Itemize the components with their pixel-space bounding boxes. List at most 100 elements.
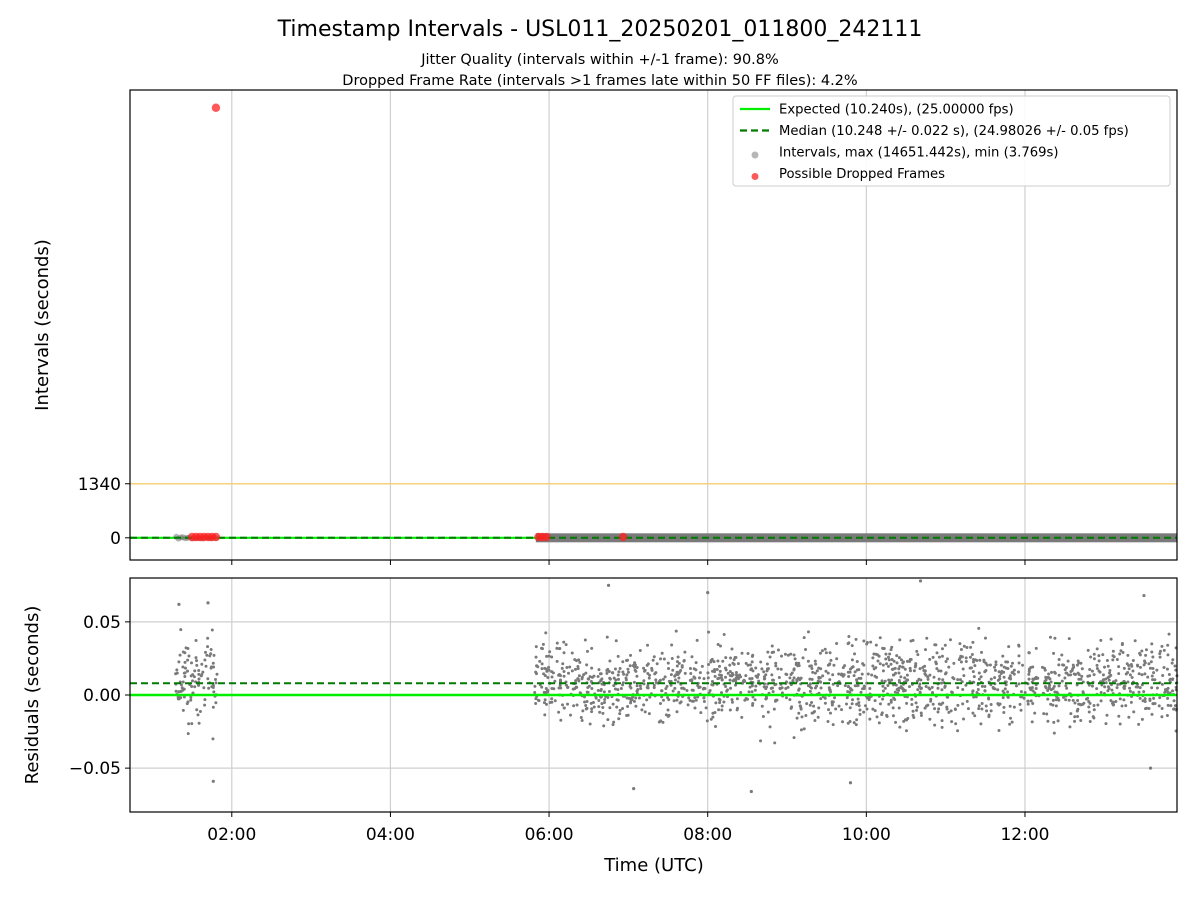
residual-point <box>883 686 887 690</box>
residual-point <box>599 679 603 683</box>
residual-point <box>1057 684 1061 688</box>
residual-point <box>746 663 750 667</box>
residual-point <box>824 651 828 655</box>
residual-point <box>1173 704 1177 708</box>
legend-label: Median (10.248 +/- 0.022 s), (24.98026 +… <box>779 124 1129 139</box>
residual-point <box>211 705 215 709</box>
residual-point <box>926 677 930 681</box>
residual-point <box>557 647 561 651</box>
residual-point <box>851 665 855 669</box>
residual-point <box>1044 678 1048 682</box>
residual-point <box>734 671 738 675</box>
residual-point <box>768 725 772 729</box>
residual-point <box>897 667 901 671</box>
residual-point <box>939 703 943 707</box>
residual-point <box>1101 673 1105 677</box>
residual-point <box>548 650 552 654</box>
residual-point <box>1045 712 1049 716</box>
residual-point <box>1103 685 1107 689</box>
residual-point <box>1160 715 1164 719</box>
residual-point <box>646 686 650 690</box>
residual-point <box>903 676 907 680</box>
residual-point <box>203 703 207 707</box>
residual-point <box>749 789 753 794</box>
residual-point <box>813 659 817 663</box>
residual-point <box>1006 690 1010 694</box>
residual-point <box>754 684 758 688</box>
residual-point <box>183 651 187 655</box>
residual-point <box>713 710 717 714</box>
residual-point <box>797 711 801 715</box>
residual-point <box>1001 654 1005 658</box>
residual-point <box>574 679 578 683</box>
residual-point <box>881 689 885 693</box>
residual-point <box>675 698 679 702</box>
intervals-gridlines <box>130 90 1177 560</box>
residual-point <box>690 655 694 659</box>
residual-point <box>565 665 569 669</box>
residual-point <box>968 655 972 659</box>
residual-point <box>897 671 901 675</box>
residual-point <box>878 702 882 706</box>
residual-point <box>1167 672 1171 676</box>
residual-point <box>1092 708 1096 712</box>
residual-point <box>717 676 721 680</box>
residual-point <box>543 666 547 670</box>
residual-point <box>540 685 544 689</box>
residual-point <box>1131 691 1135 695</box>
residual-point <box>194 656 198 660</box>
intervals-panel: 0 1340 Intervals (seconds) Expected (10.2… <box>32 89 1178 565</box>
residual-point <box>1137 672 1141 676</box>
intervals-y-label: Intervals (seconds) <box>32 239 53 411</box>
residual-point <box>694 698 698 702</box>
residual-point <box>1017 654 1021 658</box>
residual-point <box>777 676 781 680</box>
residual-point <box>1053 670 1057 674</box>
residual-point <box>707 662 711 666</box>
residual-point <box>543 698 547 702</box>
residual-point <box>739 691 743 695</box>
residual-point <box>987 696 991 700</box>
xtick-label: 06:00 <box>525 825 574 845</box>
residual-point <box>966 707 970 711</box>
residual-point <box>732 658 736 662</box>
residual-point <box>712 660 716 664</box>
residual-point <box>1086 648 1090 652</box>
residual-point <box>761 714 765 718</box>
residual-point <box>1129 700 1133 704</box>
residual-point <box>959 654 963 658</box>
residual-point <box>898 638 902 642</box>
residual-point <box>953 708 957 712</box>
residual-point <box>705 719 709 723</box>
residual-point <box>1042 712 1046 716</box>
residual-point <box>961 667 965 671</box>
residual-point <box>902 689 906 693</box>
residual-point <box>748 677 752 681</box>
residual-point <box>611 671 615 675</box>
residual-point <box>1026 699 1030 703</box>
residual-point <box>611 723 615 727</box>
residual-point <box>802 636 806 640</box>
residual-point <box>969 645 973 649</box>
residual-point <box>728 678 732 682</box>
residual-point <box>789 652 793 656</box>
residual-point <box>970 653 974 657</box>
residual-point <box>1097 654 1101 658</box>
residual-point <box>750 676 754 680</box>
intervals-ytick-label: 1340 <box>78 475 121 495</box>
residual-point <box>1017 661 1021 665</box>
residual-point <box>813 719 817 723</box>
residual-point <box>857 676 861 680</box>
residual-point <box>770 644 774 648</box>
residuals-ytick-label: 0.05 <box>83 613 121 633</box>
residual-point <box>760 667 764 671</box>
residual-point <box>1002 665 1006 669</box>
residual-point <box>601 706 605 710</box>
residual-point <box>690 678 694 682</box>
residual-point <box>181 665 185 669</box>
residual-point <box>1107 671 1111 675</box>
residual-point <box>961 688 965 692</box>
residual-point <box>1161 674 1165 678</box>
residual-point <box>999 672 1003 676</box>
residual-point <box>571 687 575 691</box>
